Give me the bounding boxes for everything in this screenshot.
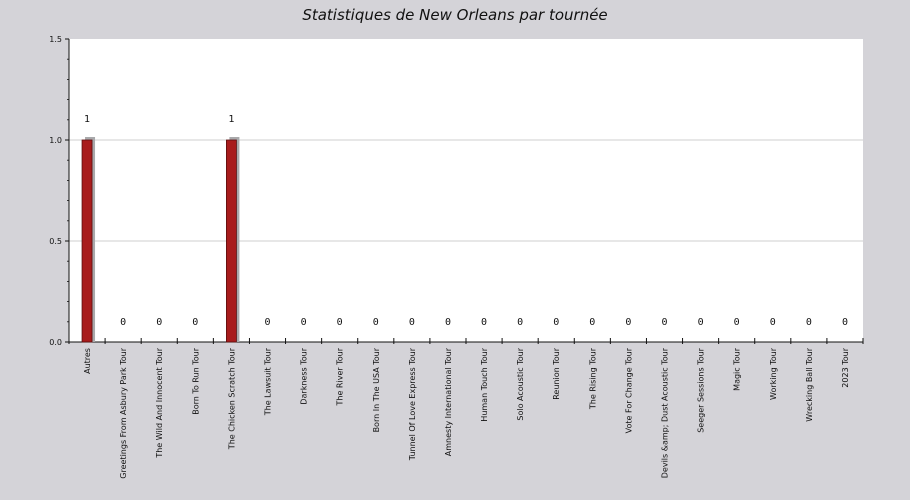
value-label: 1 <box>228 114 234 125</box>
category-label: Wrecking Ball Tour <box>805 347 814 421</box>
category-label: Devils &amp; Dust Acoustic Tour <box>661 347 670 478</box>
value-label: 0 <box>120 317 126 328</box>
value-label: 0 <box>517 317 523 328</box>
value-label: 0 <box>373 317 379 328</box>
y-tick-label: 1.5 <box>49 35 62 44</box>
value-label: 0 <box>842 317 848 328</box>
value-label: 0 <box>806 317 812 328</box>
value-label: 0 <box>445 317 451 328</box>
chart-title: Statistiques de New Orleans par tournée <box>302 6 608 24</box>
plot-area <box>69 39 863 342</box>
value-label: 0 <box>625 317 631 328</box>
category-label: 2023 Tour <box>841 347 850 387</box>
value-label: 0 <box>409 317 415 328</box>
y-tick-label: 0.0 <box>49 338 62 347</box>
category-label: Solo Acoustic Tour <box>516 347 525 420</box>
category-label: Working Tour <box>769 347 778 400</box>
value-label: 0 <box>589 317 595 328</box>
category-label: The Rising Tour <box>588 347 597 410</box>
category-label: Reunion Tour <box>552 347 561 399</box>
value-label: 1 <box>84 114 90 125</box>
value-label: 0 <box>156 317 162 328</box>
value-label: 0 <box>734 317 740 328</box>
labels: 0.0 0.5 1.0 1.5 1 Autres 0 Greetings From Asbur… <box>49 35 850 479</box>
category-label: Born In The USA Tour <box>372 347 381 432</box>
category-label: Seeger Sessions Tour <box>697 347 706 432</box>
category-label: The Wild And Innocent Tour <box>155 347 164 458</box>
bar <box>226 139 237 343</box>
category-label: Amnesty International Tour <box>444 347 453 456</box>
value-label: 0 <box>192 317 198 328</box>
category-label: The Lawsuit Tour <box>264 347 273 416</box>
category-label: Tunnel Of Love Express Tour <box>408 347 417 461</box>
category-label: Vote For Change Tour <box>624 347 633 433</box>
category-label: The River Tour <box>336 347 345 406</box>
category-label: Darkness Tour <box>300 347 309 404</box>
value-label: 0 <box>661 317 667 328</box>
grid-lines <box>69 139 863 242</box>
y-tick-label: 1.0 <box>49 136 62 145</box>
category-label: Born To Run Tour <box>191 347 200 414</box>
category-label: Magic Tour <box>733 347 742 391</box>
category-label: Autres <box>83 348 92 374</box>
category-label: Greetings From Asbury Park Tour <box>119 347 128 478</box>
value-label: 0 <box>301 317 307 328</box>
category-label: Human Touch Tour <box>480 347 489 421</box>
y-tick-label: 0.5 <box>49 237 62 246</box>
value-label: 0 <box>481 317 487 328</box>
bars <box>81 137 240 343</box>
value-label: 0 <box>770 317 776 328</box>
value-label: 0 <box>698 317 704 328</box>
category-label: The Chicken Scratch Tour <box>227 347 236 450</box>
value-label: 0 <box>553 317 559 328</box>
value-label: 0 <box>264 317 270 328</box>
value-label: 0 <box>337 317 343 328</box>
axes <box>65 38 864 344</box>
bar <box>81 139 93 343</box>
